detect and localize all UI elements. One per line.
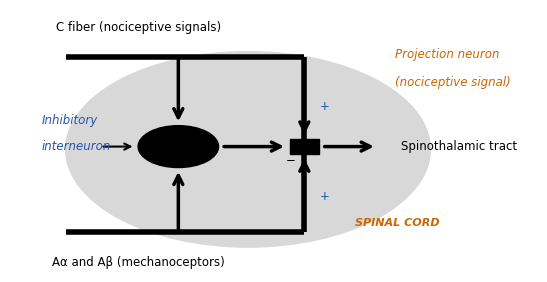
Text: +: + [320, 190, 330, 203]
Text: Aα and Aβ (mechanoceptors): Aα and Aβ (mechanoceptors) [52, 256, 224, 269]
Text: +: + [320, 100, 330, 113]
Circle shape [138, 126, 219, 168]
Ellipse shape [66, 52, 430, 247]
Text: (nociceptive signal): (nociceptive signal) [395, 76, 511, 89]
Text: Spinothalamic tract: Spinothalamic tract [401, 140, 517, 153]
Text: interneuron: interneuron [42, 140, 111, 153]
Text: Inhibitory: Inhibitory [42, 114, 98, 127]
Text: SPINAL CORD: SPINAL CORD [356, 218, 440, 228]
Text: C fiber (nociceptive signals): C fiber (nociceptive signals) [56, 21, 220, 34]
Bar [289, 139, 319, 154]
Text: −: − [286, 154, 295, 167]
Text: Projection neuron: Projection neuron [395, 48, 500, 61]
